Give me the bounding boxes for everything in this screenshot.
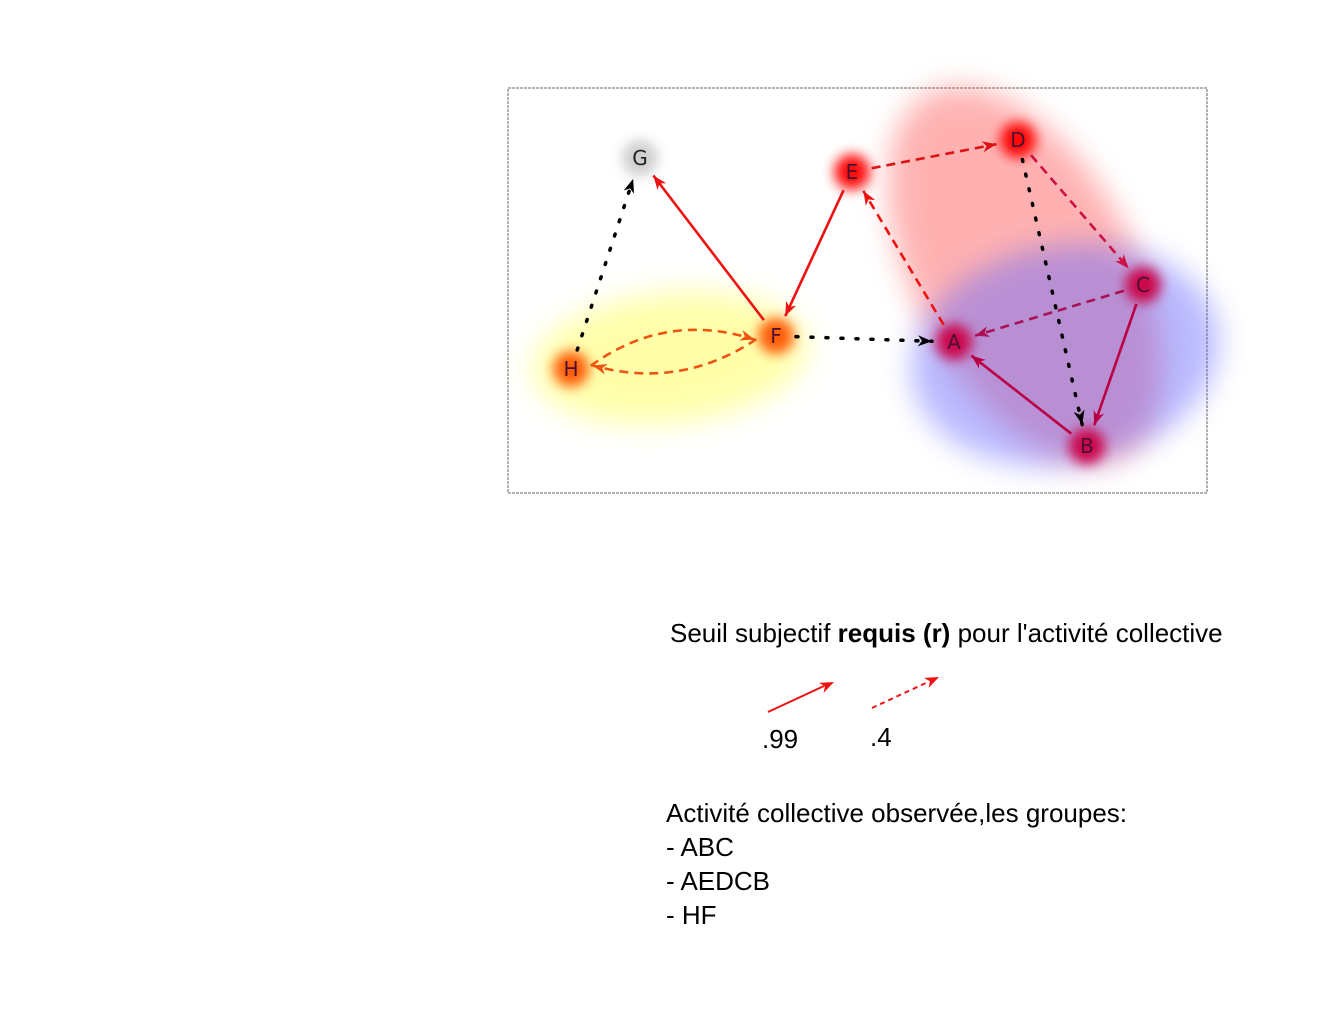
edge-c-b-arrowhead: [1093, 410, 1105, 426]
node-f-label: F: [770, 324, 782, 348]
edge-e-d: [871, 142, 997, 170]
edge-c-a: [974, 289, 1125, 337]
edge-d-b: [1020, 157, 1084, 427]
node-e-label: E: [846, 160, 859, 184]
observed-group-item: - ABC: [666, 832, 734, 862]
diagram-frame: [507, 87, 1208, 494]
observed-group-item: - AEDCB: [666, 866, 771, 896]
edge-f-a: [794, 334, 934, 344]
edge-h-f-arrowhead: [739, 329, 755, 341]
node-h-label: H: [563, 357, 578, 381]
legend-solid-arrow: [767, 685, 825, 713]
edge-f-a-arrowhead: [917, 335, 933, 347]
edge-b-a-arrowhead: [971, 355, 986, 369]
node-g-glow: [622, 140, 658, 176]
edge-f-g: [652, 174, 765, 321]
node-g-label: G: [632, 146, 648, 170]
edge-d-b-arrowhead: [1073, 409, 1085, 425]
edge-c-a-arrowhead: [975, 326, 991, 337]
observed-groups-list: - ABC - AEDCB - HF: [666, 830, 1127, 932]
legend-title-prefix: Seuil subjectif: [670, 618, 838, 648]
edge-e-f-arrowhead: [785, 301, 797, 317]
legend-dashed-arrow: [871, 681, 929, 709]
node-e-glow: [834, 154, 870, 190]
observed-groups-heading: Activité collective observée,les groupes…: [666, 798, 1128, 828]
legend-solid-arrowhead: [818, 682, 834, 693]
group-hf-blob: [532, 291, 808, 425]
edge-d-c-arrowhead: [1115, 254, 1129, 269]
node-a-label: A: [947, 330, 961, 354]
node-c-glow: [1125, 267, 1161, 303]
edge-a-e-arrowhead: [863, 190, 876, 206]
edge-f-h-arrowhead: [592, 363, 608, 375]
edge-a-e: [862, 190, 945, 326]
edge-h-g-arrowhead: [623, 178, 635, 194]
node-f-glow: [758, 318, 794, 354]
edge-f-h: [592, 338, 757, 375]
legend-title-suffix: pour l'activité collective: [950, 618, 1223, 648]
observed-groups: Activité collective observée,les groupes…: [666, 796, 1127, 932]
edge-d-c: [1030, 154, 1130, 270]
edge-h-f: [589, 328, 755, 367]
edge-b-a: [970, 354, 1073, 435]
observed-group-item: - HF: [666, 900, 717, 930]
node-d-glow: [1000, 122, 1036, 158]
node-a-glow: [936, 324, 972, 360]
legend-title-bold: requis (r): [837, 618, 951, 648]
legend-solid-value: .99: [762, 724, 799, 754]
legend-title: Seuil subjectif requis (r) pour l'activi…: [670, 618, 1223, 649]
node-b-glow: [1069, 428, 1105, 464]
edge-e-f: [784, 189, 845, 317]
edge-f-g-arrowhead: [653, 175, 667, 190]
legend-dashed-arrowhead: [923, 677, 939, 688]
node-c-label: C: [1136, 273, 1150, 297]
node-b-label: B: [1080, 434, 1094, 458]
node-d-label: D: [1010, 128, 1025, 152]
edge-h-g: [575, 177, 635, 352]
edge-e-d-arrowhead: [981, 141, 997, 153]
legend-dashed-value: .4: [870, 722, 892, 752]
edge-c-b: [1093, 303, 1138, 426]
node-h-glow: [553, 351, 589, 387]
